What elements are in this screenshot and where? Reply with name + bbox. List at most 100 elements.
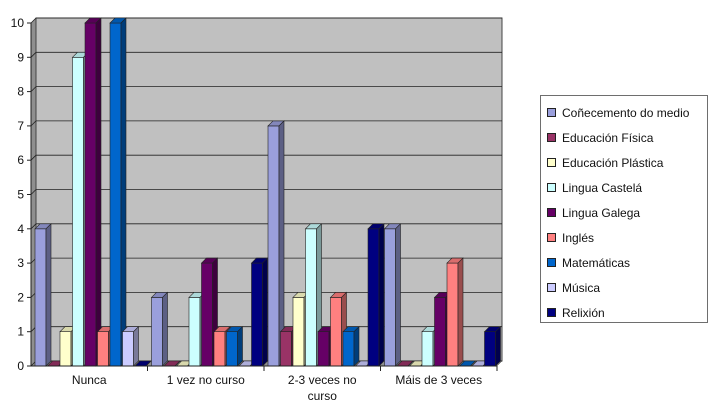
bar-front (484, 331, 496, 367)
bar-front (434, 297, 446, 367)
y-tick-label: 7 (17, 119, 24, 133)
y-tick-label: 2 (17, 290, 24, 304)
legend-label: Matemáticas (562, 255, 631, 270)
bar-front (34, 228, 47, 367)
legend-item: Educación Plástica (541, 150, 707, 175)
grid-line-wall (30, 189, 37, 195)
legend-item: Música (541, 275, 707, 300)
bar-front (72, 56, 84, 367)
bar (483, 325, 502, 367)
bar (342, 325, 360, 367)
y-tick-labels: 0 1 2 3 4 5 6 7 8 9 10 (11, 16, 25, 373)
bar-front (213, 331, 226, 367)
bar-front (421, 331, 434, 367)
grid-line-wall (30, 223, 37, 230)
bar-front (109, 22, 122, 367)
legend-label: Lingua Castelá (562, 180, 643, 195)
grid-line-wall (30, 86, 37, 92)
bar-front (446, 262, 459, 367)
bar-side (45, 223, 52, 367)
bar-side (353, 325, 360, 367)
y-tick-label: 5 (17, 188, 24, 202)
bar-front (317, 331, 330, 367)
bar-front (122, 331, 134, 367)
bar-front (251, 262, 263, 367)
bar-front (267, 125, 280, 367)
bar-side (133, 325, 139, 367)
y-tick-label: 1 (17, 325, 24, 339)
grid-line-wall (30, 120, 37, 127)
bar-front (384, 228, 396, 367)
bar (367, 223, 385, 367)
bar-side (407, 360, 414, 367)
bar-front (201, 262, 213, 367)
legend-label: Lingua Galega (562, 205, 641, 220)
y-tick-label: 8 (17, 85, 24, 99)
legend-swatch (547, 308, 556, 317)
legend-item: Educación Física (541, 125, 707, 150)
bar (225, 325, 244, 367)
bar-side (120, 17, 127, 367)
bar-side (174, 360, 181, 367)
legend-item: Inglés (541, 225, 707, 250)
y-tick-label: 6 (17, 153, 24, 167)
x-category-labels: Nunca 1 vez no curso 2-3 veces no curso Máis… (72, 373, 482, 403)
bar-front (188, 297, 201, 367)
x-category-label: Nunca (72, 373, 107, 387)
bar (121, 325, 140, 367)
bar-side (95, 17, 102, 367)
y-tick-label: 4 (17, 222, 24, 236)
y-tick-label: 9 (17, 50, 24, 64)
legend-swatch (547, 183, 556, 192)
bar (84, 17, 102, 367)
bar-front (367, 228, 380, 367)
bar-front (330, 297, 342, 367)
legend-swatch (547, 208, 556, 217)
legend-swatch (547, 158, 556, 167)
legend-swatch (547, 233, 556, 242)
legend-item: Relixión (541, 300, 707, 325)
legend-swatch (547, 258, 556, 267)
legend-label: Educación Plástica (562, 155, 664, 170)
legend-item: Lingua Galega (541, 200, 707, 225)
bar (34, 223, 52, 367)
bar-side (262, 257, 268, 367)
bar (267, 120, 285, 367)
legend-label: Educación Física (562, 130, 654, 145)
bar-side (395, 223, 401, 367)
legend-swatch (547, 108, 556, 117)
bar-side (145, 360, 152, 367)
bar (446, 257, 464, 367)
legend: Coñecemento do medio Educación Física Educ… (540, 95, 708, 323)
legend-swatch (547, 133, 556, 142)
bar-front (280, 331, 292, 367)
legend-label: Relixión (562, 305, 605, 320)
grid-line-wall (30, 17, 37, 24)
bar-front (97, 331, 109, 367)
bar (109, 17, 127, 367)
bar-front (305, 228, 317, 367)
x-category-label: 1 vez no curso (167, 373, 245, 387)
bar-front (59, 331, 72, 367)
bar-front (151, 297, 163, 367)
grid-line-wall (30, 52, 37, 58)
y-tick-label: 0 (17, 359, 24, 373)
legend-swatch (547, 283, 556, 292)
bar (250, 257, 269, 367)
grid-line-wall (30, 154, 37, 161)
bar-side (470, 360, 476, 367)
legend-item: Lingua Castelá (541, 175, 707, 200)
bar (150, 291, 169, 367)
legend-item: Matemáticas (541, 250, 707, 275)
bars (34, 17, 502, 367)
y-tick-label: 3 (17, 256, 24, 270)
axes (27, 22, 498, 371)
legend-label: Coñecemento do medio (562, 105, 690, 120)
legend-label: Inglés (562, 230, 595, 245)
bar-front (226, 331, 238, 367)
legend-item: Coñecemento do medio (541, 100, 707, 125)
bar-side (237, 325, 243, 367)
bar-side (457, 257, 464, 367)
x-category-label: 2-3 veces no curso (288, 373, 357, 403)
